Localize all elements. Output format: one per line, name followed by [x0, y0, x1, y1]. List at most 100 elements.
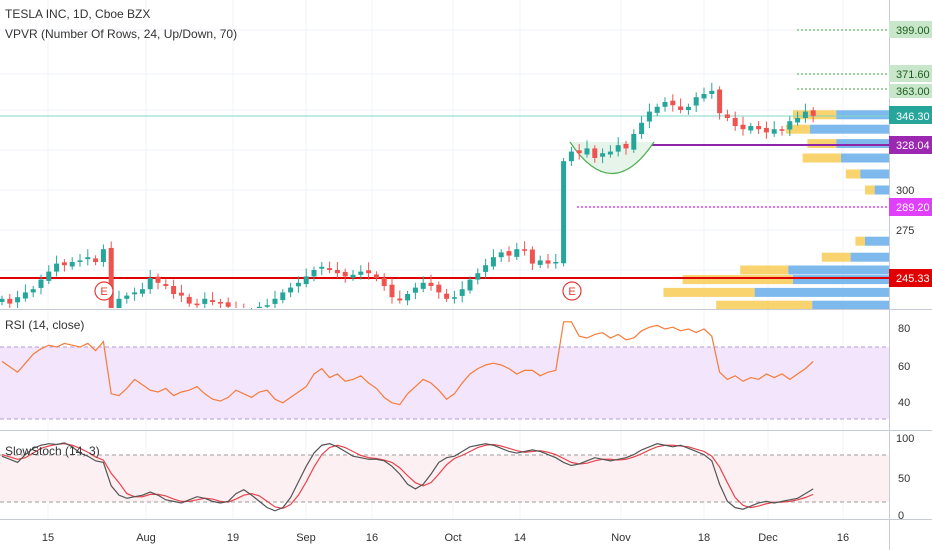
- candle-body: [467, 279, 473, 291]
- vp-up-bar: [850, 252, 889, 262]
- candle-body: [77, 260, 83, 262]
- candle-body: [163, 284, 169, 286]
- candle-body: [405, 294, 411, 301]
- earnings-marker-1[interactable]: E: [94, 281, 114, 301]
- time-axis[interactable]: 15 Aug 19 Sep 16 Oct 14 Nov 18 Dec 16: [42, 532, 849, 544]
- stoch-title: SlowStoch (14, 3): [5, 444, 100, 458]
- candle-body: [717, 89, 723, 114]
- candle-body: [85, 257, 91, 260]
- candle-body: [662, 102, 668, 107]
- candle-body: [802, 111, 808, 118]
- candle-body: [69, 262, 75, 267]
- rsi-title: RSI (14, close): [5, 318, 84, 332]
- candle-body: [701, 94, 707, 99]
- price-axis[interactable]: 275 300: [896, 185, 914, 237]
- candle-body: [61, 262, 67, 266]
- candle-body: [319, 266, 325, 269]
- candle-body: [272, 298, 278, 304]
- candle-body: [288, 287, 294, 293]
- candle-body: [568, 151, 574, 162]
- candle-body: [561, 161, 567, 264]
- candle-body: [459, 289, 465, 296]
- candle-body: [366, 270, 372, 274]
- rsi-tick: 80: [898, 323, 910, 335]
- candle-body: [537, 260, 543, 265]
- candle-body: [685, 106, 691, 110]
- vp-down-bar: [855, 236, 865, 246]
- candle-body: [740, 124, 746, 130]
- candle-body: [498, 252, 504, 258]
- svg-text:371.60: 371.60: [896, 69, 930, 81]
- candle-body: [116, 298, 122, 308]
- candle-body: [592, 148, 598, 158]
- candle-body: [732, 118, 738, 126]
- vp-up-bar: [865, 236, 889, 246]
- candle-body: [576, 150, 582, 154]
- vp-down-bar: [865, 185, 875, 195]
- candle-body: [639, 122, 645, 134]
- candle-body: [756, 126, 762, 130]
- time-tick: 16: [837, 532, 849, 544]
- candle-body: [342, 271, 348, 277]
- time-tick: 14: [514, 532, 526, 544]
- candle-body: [147, 278, 153, 290]
- candle-body: [545, 260, 551, 264]
- candle-body: [444, 293, 450, 299]
- candle-body: [124, 295, 130, 299]
- candle-body: [381, 278, 387, 286]
- candle-body: [709, 90, 715, 94]
- candle-body: [210, 300, 216, 302]
- vp-down-bar: [807, 139, 837, 149]
- candle-body: [225, 302, 231, 307]
- time-tick: 15: [42, 532, 54, 544]
- vp-up-bar: [809, 124, 889, 134]
- candle-body: [22, 292, 28, 299]
- rsi-line: [1, 321, 814, 406]
- time-tick: Aug: [136, 532, 156, 544]
- candle-body: [303, 276, 309, 285]
- vp-up-bar: [836, 139, 889, 149]
- symbol-title: TESLA INC, 1D, Cboe BZX: [5, 7, 150, 21]
- candle-body: [763, 127, 769, 133]
- candle-body: [139, 289, 145, 294]
- indicator-title: VPVR (Number Of Rows, 24, Up/Down, 70): [5, 27, 237, 41]
- candle-body: [436, 284, 442, 293]
- candle-body: [155, 276, 161, 283]
- candle-body: [529, 249, 535, 264]
- candle-body: [420, 282, 426, 289]
- candle-body: [0, 298, 5, 302]
- svg-text:245.33: 245.33: [896, 273, 930, 285]
- candle-body: [607, 151, 613, 155]
- candle-body: [280, 292, 286, 301]
- candle-body: [202, 298, 208, 304]
- vp-up-bar: [812, 300, 889, 310]
- rsi-band: [0, 347, 889, 419]
- candle-body: [217, 302, 223, 304]
- candle-body: [100, 249, 106, 262]
- candle-body: [295, 282, 301, 287]
- candle-body: [678, 106, 684, 110]
- candle-body: [771, 129, 777, 134]
- stoch-tick: 0: [898, 510, 904, 522]
- stoch-k-line: [1, 442, 814, 512]
- candle-body: [615, 145, 621, 152]
- vp-down-bar: [740, 265, 789, 275]
- time-tick: Nov: [611, 532, 631, 544]
- candle-body: [389, 284, 395, 298]
- candle-body: [334, 270, 340, 274]
- candle-body: [412, 287, 418, 293]
- candle-body: [600, 153, 606, 157]
- candle-body: [724, 114, 730, 118]
- candle-body: [30, 289, 36, 293]
- candle-body: [553, 262, 559, 264]
- candle-body: [397, 298, 403, 301]
- price-label-resistance: 328.04: [889, 136, 932, 154]
- candle-body: [373, 274, 379, 278]
- candle-body: [311, 270, 317, 277]
- earnings-marker-2[interactable]: E: [562, 281, 582, 301]
- time-tick: Dec: [758, 532, 778, 544]
- candle-body: [693, 97, 699, 106]
- candle-body: [132, 292, 138, 295]
- svg-text:399.00: 399.00: [896, 25, 930, 37]
